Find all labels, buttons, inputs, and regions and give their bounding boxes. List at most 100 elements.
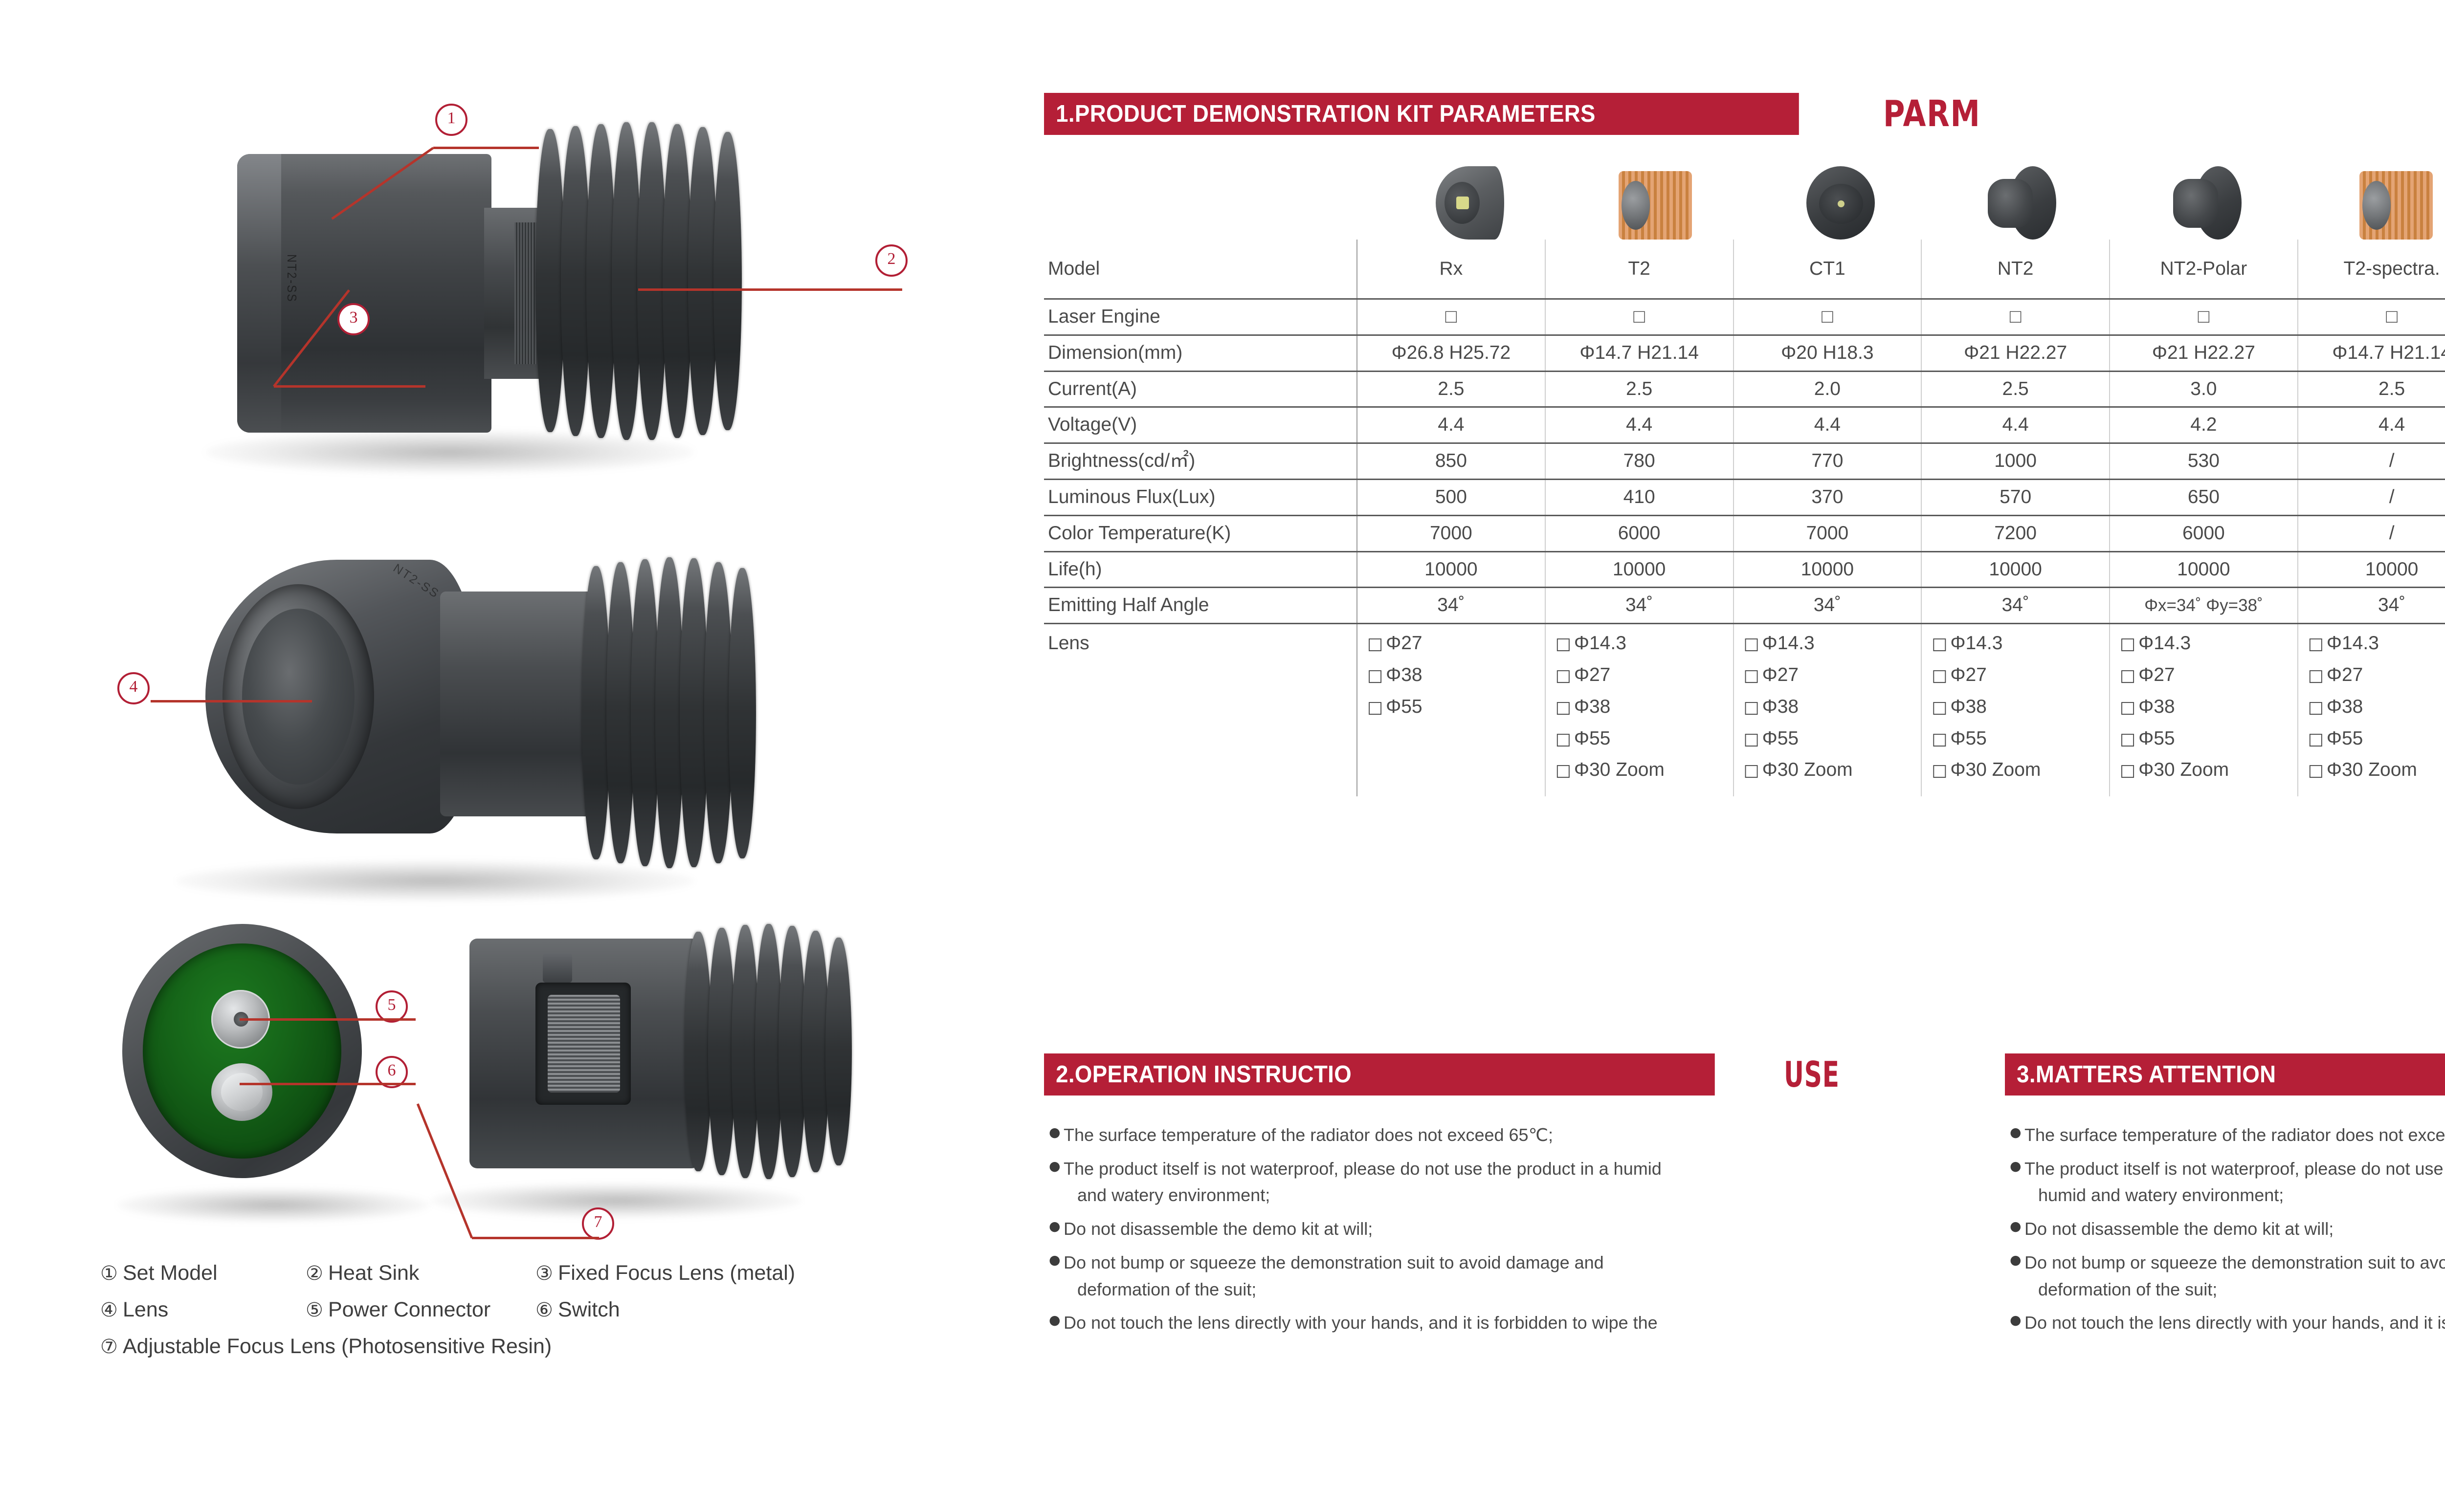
callout-marker-4: 4 bbox=[117, 672, 150, 704]
lens-option-label: Φ55 bbox=[2138, 727, 2175, 749]
checkbox-laser-engine-nt2[interactable]: □ bbox=[1921, 298, 2110, 336]
lens-option[interactable]: □ Φ27 bbox=[1360, 632, 1542, 655]
bullet-icon: ● bbox=[2010, 1252, 2022, 1268]
cell-brightness-t2-spectra: / bbox=[2297, 442, 2445, 480]
cell-model-rx: Rx bbox=[1356, 240, 1546, 300]
bullet-icon: ● bbox=[2010, 1125, 2022, 1140]
cell-emitting-half-angle-t2: 34˚ bbox=[1544, 587, 1734, 625]
render-shadow bbox=[205, 430, 694, 474]
thumbnail-nt2 bbox=[1933, 147, 2118, 240]
circled-number-6-icon: ⑥ bbox=[535, 1299, 553, 1321]
checkbox-icon: □ bbox=[1555, 665, 1571, 685]
lens-option[interactable]: □ Φ38 bbox=[1549, 696, 1730, 719]
thumbnail-t2-spectra bbox=[2304, 147, 2445, 240]
bullet-continuation: deformation of the suit; bbox=[1077, 1279, 1257, 1299]
checkbox-icon: □ bbox=[1555, 729, 1571, 749]
bullet-icon: ● bbox=[1049, 1125, 1061, 1140]
lens-option[interactable]: □ Φ27 bbox=[2301, 664, 2445, 687]
checkbox-laser-engine-t2[interactable]: □ bbox=[1544, 298, 1734, 336]
lens-option[interactable]: □ Φ14.3 bbox=[1925, 632, 2106, 655]
lens-option[interactable]: □ Φ38 bbox=[1737, 696, 1918, 719]
circled-number-2-icon: ② bbox=[306, 1262, 323, 1285]
bullet-text: Do not touch the lens directly with your… bbox=[1064, 1310, 1934, 1337]
list-item: ● The surface temperature of the radiato… bbox=[1049, 1122, 1934, 1149]
lens-option[interactable]: □ Φ38 bbox=[1925, 696, 2106, 719]
lens-option[interactable]: □ Φ55 bbox=[1925, 727, 2106, 750]
lens-option[interactable]: □ Φ55 bbox=[1360, 696, 1542, 719]
lens-option[interactable]: □ Φ55 bbox=[1737, 727, 1918, 750]
callout-marker-7: 7 bbox=[582, 1207, 614, 1240]
cell-lens-nt2: □ Φ14.3 □ Φ27 □ Φ38 □ Φ55 □ Φ30 Zoom bbox=[1921, 623, 2110, 797]
lens-option[interactable]: □ Φ27 bbox=[1925, 664, 2106, 687]
cell-dimension-nt2-polar: Φ21 H22.27 bbox=[2109, 334, 2298, 372]
list-item: ● Do not bump or squeeze the demonstrati… bbox=[2010, 1249, 2445, 1303]
lens-option[interactable]: □ Φ38 bbox=[2301, 696, 2445, 719]
bullet-text: Do not disassemble the demo kit at will; bbox=[1064, 1216, 1934, 1243]
checkbox-icon: □ bbox=[2308, 761, 2324, 781]
cell-voltage-t2: 4.4 bbox=[1544, 406, 1734, 444]
bullet-text: Do not bump or squeeze the demonstration… bbox=[2024, 1249, 2445, 1303]
lens-option[interactable]: □ Φ30 Zoom bbox=[2113, 759, 2294, 782]
specification-table: Model Rx T2 CT1 NT2 NT2-Polar T2-spectra… bbox=[1044, 240, 2445, 797]
cell-lens-ct1: □ Φ14.3 □ Φ27 □ Φ38 □ Φ55 □ Φ30 Zoom bbox=[1733, 623, 1922, 797]
lens-option-label: Φ30 Zoom bbox=[1950, 759, 2041, 781]
cell-emitting-half-angle-ct1: 34˚ bbox=[1733, 587, 1922, 625]
cell-color-temperature-nt2: 7200 bbox=[1921, 514, 2110, 552]
lens-option[interactable]: □ Φ38 bbox=[1360, 664, 1542, 687]
lens-option[interactable]: □ Φ55 bbox=[2113, 727, 2294, 750]
thumbnail-t2 bbox=[1563, 147, 1748, 240]
lens-option[interactable]: □ Φ38 bbox=[2113, 696, 2294, 719]
table-row-voltage: Voltage(V) 4.4 4.4 4.4 4.4 4.2 4.4 4.4 4… bbox=[1044, 406, 2445, 444]
cell-life-rx: 10000 bbox=[1356, 550, 1546, 589]
lens-option-label: Φ27 bbox=[1574, 664, 1611, 685]
lens-inner-ring bbox=[242, 609, 355, 785]
bullet-icon: ● bbox=[1049, 1158, 1061, 1174]
checkbox-laser-engine-nt2-polar[interactable]: □ bbox=[2109, 298, 2298, 336]
lens-option[interactable]: □ Φ14.3 bbox=[1737, 632, 1918, 655]
lens-option[interactable]: □ Φ14.3 bbox=[1549, 632, 1730, 655]
cell-current-rx: 2.5 bbox=[1356, 370, 1546, 408]
callout-leader-7-diagonal bbox=[416, 1103, 473, 1239]
cell-dimension-ct1: Φ20 H18.3 bbox=[1733, 334, 1922, 372]
lens-option-label: Φ38 bbox=[2326, 696, 2363, 717]
lens-option-label: Φ14.3 bbox=[1950, 633, 2003, 654]
bullet-lead: The surface temperature of the radiator … bbox=[1064, 1125, 1554, 1145]
checkbox-icon: □ bbox=[1367, 665, 1383, 685]
lens-option[interactable]: □ Φ27 bbox=[2113, 664, 2294, 687]
switch-knurled-wheel[interactable] bbox=[548, 995, 620, 1093]
row-label-current: Current(A) bbox=[1044, 370, 1357, 408]
bullet-lead: Do not disassemble the demo kit at will; bbox=[2024, 1219, 2334, 1239]
switch-button-face[interactable] bbox=[221, 1073, 263, 1111]
lens-option[interactable]: □ Φ14.3 bbox=[2301, 632, 2445, 655]
lens-option[interactable]: □ Φ30 Zoom bbox=[2301, 759, 2445, 782]
cell-dimension-t2-spectra: Φ14.7 H21.14 bbox=[2297, 334, 2445, 372]
bullet-text: Do not disassemble the demo kit at will; bbox=[2024, 1216, 2445, 1243]
product-illustration-panel: NT2-SS 1 2 3 NT2-SS bbox=[0, 0, 1022, 1512]
cell-model-nt2: NT2 bbox=[1921, 240, 2110, 300]
cell-voltage-t2-spectra: 4.4 bbox=[2297, 406, 2445, 444]
lens-option[interactable]: □ Φ30 Zoom bbox=[1737, 759, 1918, 782]
circled-number-5-icon: ⑤ bbox=[306, 1299, 323, 1321]
callout-marker-3: 3 bbox=[337, 303, 370, 335]
lens-option[interactable]: □ Φ55 bbox=[2301, 727, 2445, 750]
cell-dimension-nt2: Φ21 H22.27 bbox=[1921, 334, 2110, 372]
product-render-side-view: NT2-SS 1 2 3 bbox=[0, 0, 1022, 499]
cell-emitting-half-angle-t2-spectra: 34˚ bbox=[2297, 587, 2445, 625]
lens-option[interactable]: □ Φ30 Zoom bbox=[1925, 759, 2106, 782]
row-label-brightness: Brightness(cd/㎡) bbox=[1044, 442, 1357, 480]
cell-current-t2-spectra: 2.5 bbox=[2297, 370, 2445, 408]
bullet-icon: ● bbox=[2010, 1158, 2022, 1174]
checkbox-laser-engine-ct1[interactable]: □ bbox=[1733, 298, 1922, 336]
checkbox-laser-engine-rx[interactable]: □ bbox=[1356, 298, 1546, 336]
lens-option[interactable]: □ Φ55 bbox=[1549, 727, 1730, 750]
checkbox-laser-engine-t2-spectra[interactable]: □ bbox=[2297, 298, 2445, 336]
table-row-brightness: Brightness(cd/㎡) 850 780 770 1000 530 / … bbox=[1044, 442, 2445, 480]
lens-option[interactable]: □ Φ27 bbox=[1737, 664, 1918, 687]
lens-option[interactable]: □ Φ27 bbox=[1549, 664, 1730, 687]
checkbox-icon: □ bbox=[1932, 634, 1948, 654]
section-3-title: 3.MATTERS ATTENTION bbox=[2005, 1053, 2445, 1096]
lens-option[interactable]: □ Φ30 Zoom bbox=[1549, 759, 1730, 782]
cell-emitting-half-angle-nt2-polar: Φx=34˚ Φy=38˚ bbox=[2109, 587, 2298, 625]
bullet-lead: Do not disassemble the demo kit at will; bbox=[1064, 1219, 1373, 1239]
lens-option[interactable]: □ Φ14.3 bbox=[2113, 632, 2294, 655]
